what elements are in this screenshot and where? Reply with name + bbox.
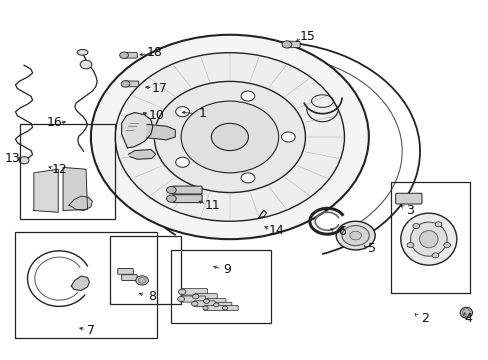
Circle shape (341, 226, 368, 246)
Bar (171, 250, 271, 323)
Text: 6: 6 (337, 225, 345, 238)
Text: 12: 12 (51, 163, 67, 176)
FancyBboxPatch shape (224, 306, 238, 311)
Circle shape (115, 53, 344, 221)
FancyBboxPatch shape (172, 186, 202, 194)
Ellipse shape (410, 222, 446, 256)
Polygon shape (147, 125, 175, 140)
FancyBboxPatch shape (180, 296, 205, 302)
Circle shape (138, 278, 146, 283)
Circle shape (281, 132, 295, 142)
Bar (110, 235, 181, 304)
Circle shape (177, 297, 184, 302)
FancyBboxPatch shape (123, 52, 137, 58)
FancyBboxPatch shape (181, 289, 207, 295)
FancyBboxPatch shape (118, 269, 133, 274)
Ellipse shape (419, 230, 437, 248)
Circle shape (136, 276, 148, 285)
Circle shape (213, 303, 219, 307)
Polygon shape (34, 169, 58, 212)
Circle shape (121, 81, 130, 87)
Circle shape (412, 224, 419, 229)
Bar (15, 232, 157, 338)
Text: 17: 17 (151, 82, 167, 95)
Circle shape (241, 173, 254, 183)
Polygon shape (128, 149, 156, 159)
FancyBboxPatch shape (124, 81, 139, 87)
Polygon shape (63, 167, 87, 211)
FancyBboxPatch shape (172, 195, 202, 203)
Text: 13: 13 (5, 152, 20, 165)
Polygon shape (69, 196, 92, 211)
Circle shape (406, 243, 413, 248)
FancyBboxPatch shape (194, 294, 217, 300)
Text: 7: 7 (87, 324, 95, 337)
Circle shape (192, 294, 199, 299)
Circle shape (443, 243, 449, 248)
Text: 18: 18 (146, 46, 162, 59)
Text: 5: 5 (367, 242, 375, 255)
Text: 2: 2 (420, 311, 428, 325)
Text: 4: 4 (464, 311, 472, 325)
Circle shape (431, 253, 438, 258)
Text: 3: 3 (406, 204, 413, 217)
Circle shape (181, 101, 278, 173)
Circle shape (91, 35, 368, 239)
Circle shape (120, 52, 128, 58)
Text: 11: 11 (204, 199, 220, 212)
Text: 1: 1 (199, 107, 206, 120)
FancyBboxPatch shape (193, 301, 215, 307)
Text: 15: 15 (299, 30, 315, 43)
Text: 10: 10 (148, 109, 164, 122)
Polygon shape (71, 276, 89, 291)
Circle shape (349, 231, 361, 240)
FancyBboxPatch shape (215, 302, 231, 307)
Ellipse shape (77, 49, 88, 55)
Circle shape (203, 306, 208, 310)
FancyBboxPatch shape (122, 275, 137, 280)
Ellipse shape (400, 213, 456, 265)
Circle shape (282, 41, 291, 48)
Circle shape (166, 186, 176, 194)
Ellipse shape (459, 307, 471, 318)
Circle shape (175, 107, 189, 117)
Circle shape (211, 123, 248, 150)
Circle shape (166, 195, 176, 202)
Circle shape (222, 306, 227, 310)
FancyBboxPatch shape (204, 306, 223, 311)
Circle shape (154, 81, 305, 193)
Circle shape (241, 91, 254, 101)
Circle shape (191, 301, 198, 306)
Polygon shape (122, 113, 153, 148)
Text: 16: 16 (46, 116, 62, 129)
FancyBboxPatch shape (285, 41, 300, 48)
Text: 14: 14 (268, 224, 284, 237)
Circle shape (434, 222, 441, 227)
Circle shape (178, 289, 185, 294)
FancyBboxPatch shape (205, 298, 225, 304)
Circle shape (335, 221, 374, 250)
Circle shape (203, 299, 209, 303)
Circle shape (80, 60, 92, 69)
Text: 8: 8 (147, 290, 156, 303)
Ellipse shape (462, 309, 469, 317)
Bar (20, 125, 115, 220)
Circle shape (175, 157, 189, 167)
Bar (390, 182, 469, 293)
Circle shape (19, 157, 29, 164)
FancyBboxPatch shape (395, 193, 421, 204)
Text: 9: 9 (223, 263, 231, 276)
